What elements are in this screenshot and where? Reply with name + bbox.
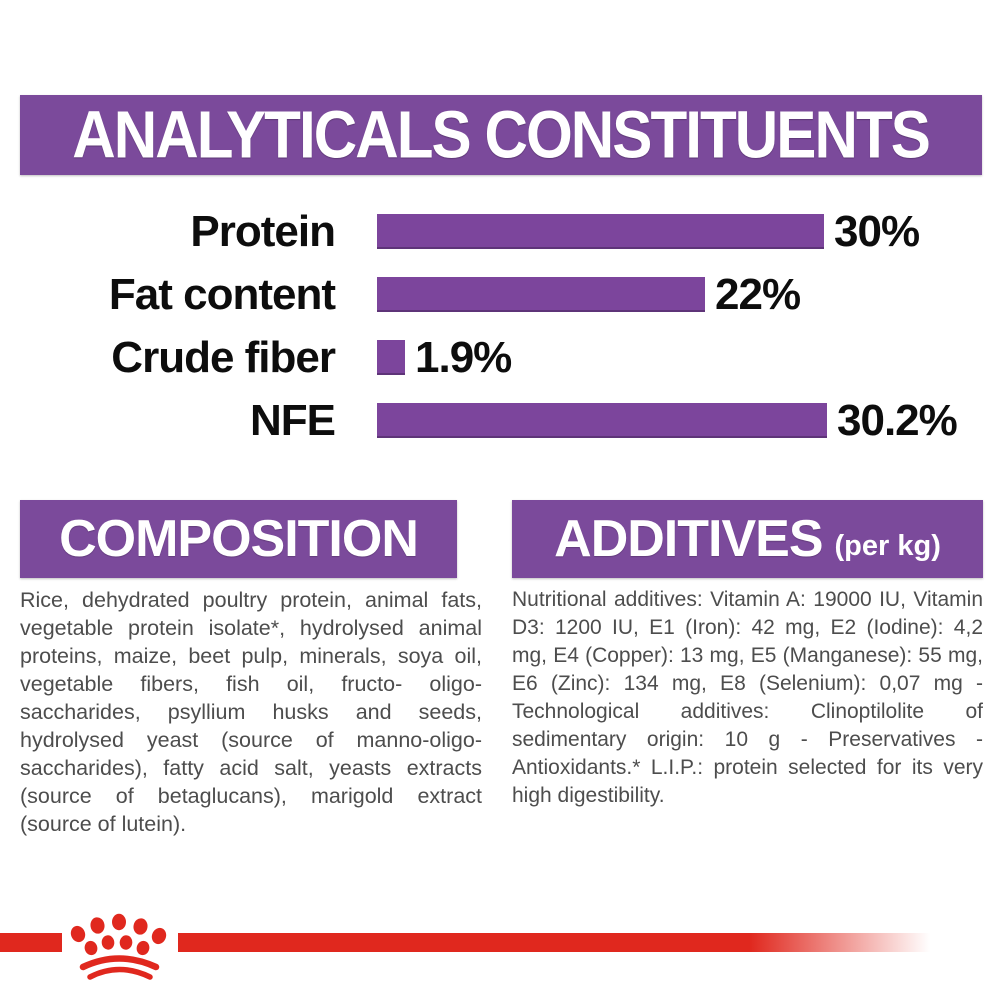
composition-body: Rice, dehydrated poultry protein, animal… — [20, 588, 482, 836]
additives-title: ADDITIVES — [554, 510, 823, 568]
composition-header-banner: COMPOSITION — [20, 500, 457, 578]
chart-value-label: 30.2% — [837, 395, 958, 445]
composition-title: COMPOSITION — [59, 510, 419, 568]
chart-row-fat-content: Fat content 22% — [0, 263, 1000, 326]
chart-bar — [377, 277, 705, 312]
analyticals-chart: Protein 30% Fat content 22% Crude fiber … — [0, 200, 1000, 452]
additives-per-kg-label: (per kg) — [834, 529, 941, 562]
analyticals-header-banner: ANALYTICALS CONSTITUENTS — [20, 95, 982, 175]
chart-bar — [377, 340, 405, 375]
chart-bar — [377, 403, 827, 438]
chart-value-label: 1.9% — [415, 332, 512, 382]
chart-row-crude-fiber: Crude fiber 1.9% — [0, 326, 1000, 389]
chart-row-label: Protein — [190, 206, 336, 256]
chart-row-label: Crude fiber — [111, 332, 336, 382]
chart-row-label: Fat content — [108, 269, 336, 319]
analyticals-title: ANALYTICALS CONSTITUENTS — [72, 97, 932, 173]
additives-body: Nutritional additives: Vitamin A: 19000 … — [512, 588, 983, 807]
red-rule-right — [178, 933, 930, 952]
royal-canin-crown-logo — [70, 913, 167, 980]
additives-header-banner: ADDITIVES (per kg) — [512, 500, 983, 578]
chart-row-nfe: NFE 30.2% — [0, 389, 1000, 452]
chart-value-label: 30% — [834, 206, 920, 256]
red-rule-left — [0, 933, 62, 952]
chart-bar — [377, 214, 824, 249]
chart-row-label: NFE — [250, 395, 336, 445]
chart-value-label: 22% — [715, 269, 801, 319]
chart-row-protein: Protein 30% — [0, 200, 1000, 263]
